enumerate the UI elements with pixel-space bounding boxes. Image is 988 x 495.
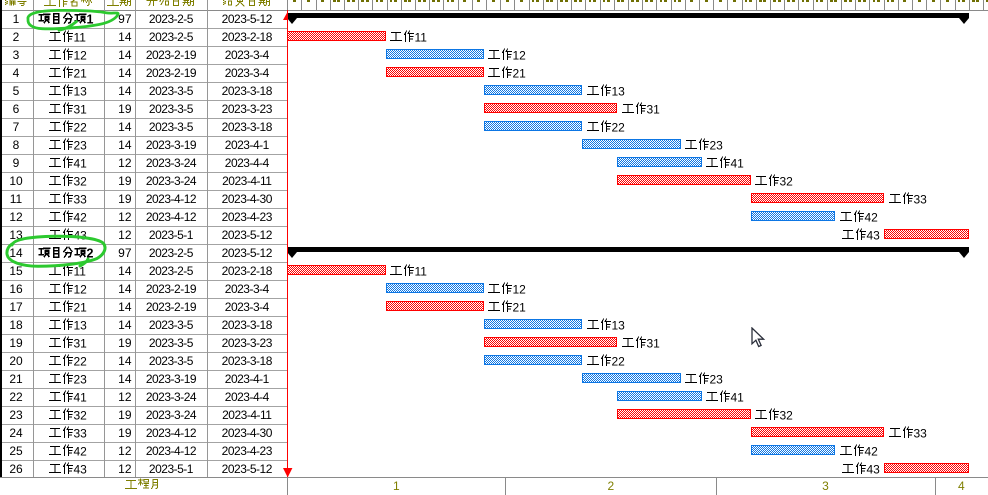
svg-text:11: 11 (73, 264, 86, 278)
svg-text:13: 13 (73, 318, 87, 332)
svg-text:43: 43 (866, 228, 880, 242)
svg-text:21: 21 (513, 300, 527, 314)
svg-text:22: 22 (73, 120, 87, 134)
svg-text:23: 23 (710, 138, 724, 152)
svg-text:21: 21 (513, 66, 527, 80)
svg-text:11: 11 (415, 30, 428, 44)
svg-text:21: 21 (73, 300, 87, 314)
svg-text:2: 2 (87, 246, 94, 260)
svg-text:22: 22 (611, 120, 625, 134)
svg-text:33: 33 (73, 426, 87, 440)
svg-text:23: 23 (73, 372, 87, 386)
svg-text:13: 13 (73, 84, 87, 98)
svg-text:12: 12 (73, 48, 87, 62)
svg-text:43: 43 (73, 462, 87, 476)
svg-text:42: 42 (73, 210, 87, 224)
svg-text:33: 33 (913, 192, 927, 206)
svg-text:23: 23 (73, 138, 87, 152)
svg-text:41: 41 (73, 390, 87, 404)
svg-text:13: 13 (611, 318, 625, 332)
svg-text:11: 11 (73, 30, 86, 44)
svg-text:42: 42 (864, 444, 878, 458)
svg-text:11: 11 (415, 264, 428, 278)
svg-text:32: 32 (780, 174, 794, 188)
svg-text:32: 32 (73, 174, 87, 188)
svg-text:12: 12 (73, 282, 87, 296)
svg-text:41: 41 (731, 390, 745, 404)
svg-text:41: 41 (731, 156, 745, 170)
svg-text:33: 33 (913, 426, 927, 440)
svg-text:32: 32 (73, 408, 87, 422)
svg-text:12: 12 (513, 282, 527, 296)
svg-text:1: 1 (87, 12, 94, 26)
svg-text:31: 31 (73, 102, 87, 116)
svg-text:33: 33 (73, 192, 87, 206)
svg-text:12: 12 (513, 48, 527, 62)
svg-text:22: 22 (611, 354, 625, 368)
svg-text:41: 41 (73, 156, 87, 170)
svg-text:31: 31 (646, 102, 660, 116)
svg-text:43: 43 (866, 462, 880, 476)
svg-text:31: 31 (73, 336, 87, 350)
svg-text:13: 13 (611, 84, 625, 98)
svg-text:22: 22 (73, 354, 87, 368)
svg-text:42: 42 (73, 444, 87, 458)
svg-text:31: 31 (646, 336, 660, 350)
svg-text:23: 23 (710, 372, 724, 386)
svg-text:42: 42 (864, 210, 878, 224)
svg-text:32: 32 (780, 408, 794, 422)
svg-text:21: 21 (73, 66, 87, 80)
